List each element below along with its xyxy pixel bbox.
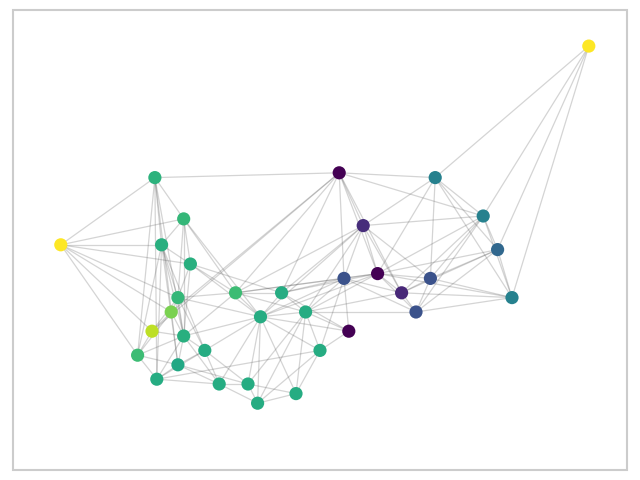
- Point: [301, 308, 311, 316]
- Point: [411, 308, 421, 316]
- Point: [243, 380, 253, 388]
- Point: [358, 222, 369, 229]
- Point: [507, 294, 517, 301]
- Point: [397, 289, 407, 297]
- Point: [179, 332, 189, 340]
- Point: [426, 275, 436, 282]
- Point: [173, 294, 183, 301]
- Point: [584, 42, 594, 50]
- Point: [214, 380, 225, 388]
- Point: [186, 260, 196, 268]
- Point: [430, 174, 440, 181]
- Point: [315, 347, 325, 354]
- Point: [152, 375, 162, 383]
- Point: [339, 275, 349, 282]
- Point: [255, 313, 266, 321]
- Point: [179, 215, 189, 223]
- Point: [132, 351, 143, 359]
- Point: [147, 327, 157, 335]
- Point: [291, 390, 301, 397]
- Point: [230, 289, 241, 297]
- Point: [372, 270, 383, 277]
- Point: [150, 174, 160, 181]
- Point: [173, 361, 183, 369]
- Point: [253, 399, 263, 407]
- Point: [276, 289, 287, 297]
- Point: [493, 246, 503, 253]
- Point: [56, 241, 66, 249]
- Point: [157, 241, 167, 249]
- Point: [166, 308, 177, 316]
- Point: [344, 327, 354, 335]
- Point: [200, 347, 210, 354]
- Point: [334, 169, 344, 177]
- Point: [478, 212, 488, 220]
